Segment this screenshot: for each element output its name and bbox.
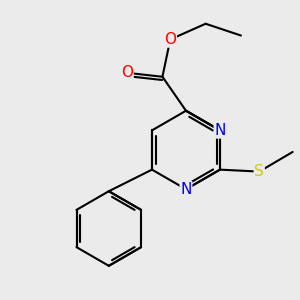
Text: N: N: [214, 123, 226, 138]
Text: O: O: [121, 65, 133, 80]
Text: N: N: [180, 182, 192, 197]
Text: S: S: [254, 164, 264, 179]
Text: O: O: [164, 32, 176, 47]
